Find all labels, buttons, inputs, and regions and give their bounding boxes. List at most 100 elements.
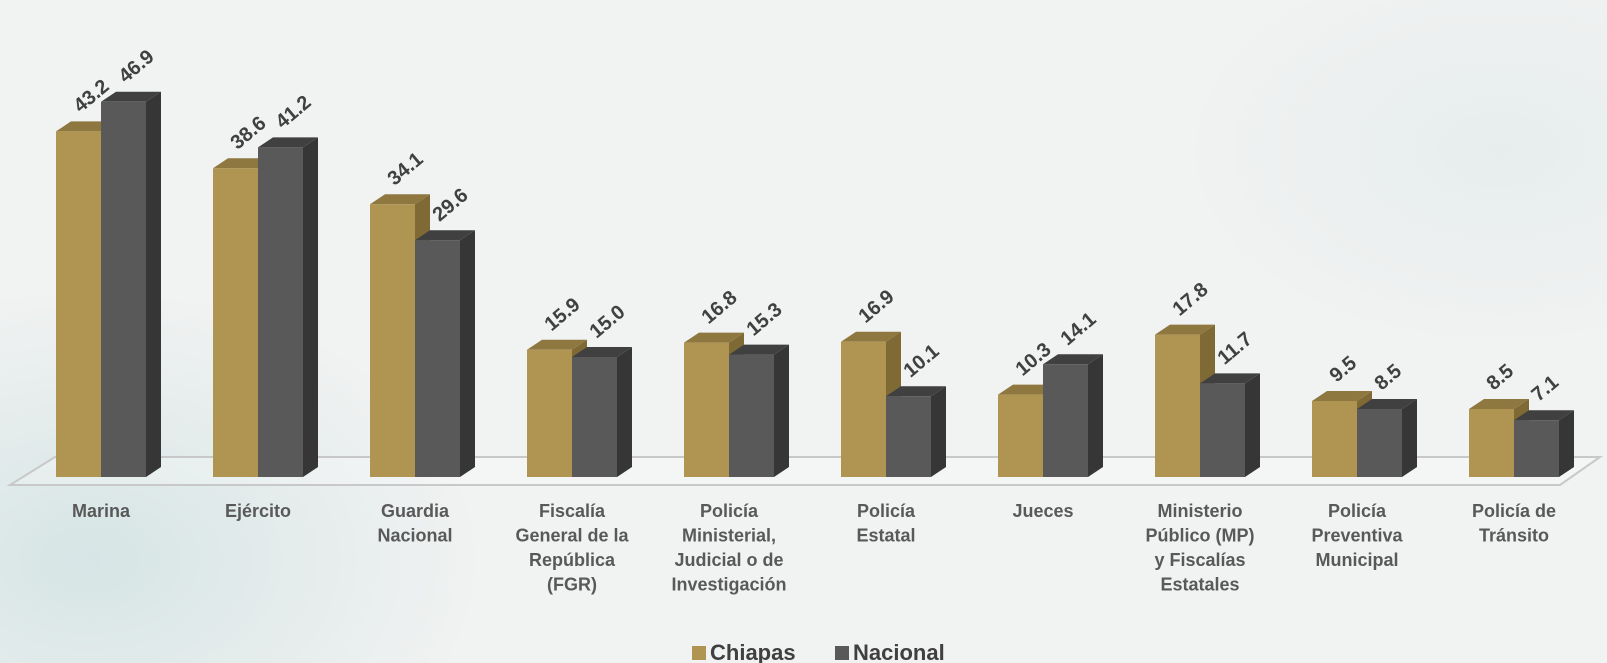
bars-group [56, 91, 1574, 478]
bar-front [258, 147, 303, 477]
data-label-chiapas-2: 34.1 [384, 148, 428, 190]
bar-front [527, 349, 572, 477]
legend-item-chiapas: Chiapas [692, 640, 796, 663]
data-label-nacional-8: 8.5 [1371, 360, 1406, 395]
category-label-line: Policía [857, 501, 916, 521]
data-label-chiapas-8: 9.5 [1326, 352, 1361, 387]
data-label-nacional-9: 7.1 [1528, 371, 1563, 406]
category-label-2: Guardia Nacional [377, 501, 452, 546]
bar-front [841, 341, 886, 477]
category-label-3: Fiscalía General de la República (FGR) [515, 501, 629, 595]
category-label-line: Policía [700, 501, 759, 521]
bar-side [1088, 354, 1103, 477]
category-label-line: Tránsito [1479, 526, 1549, 546]
bar-front [1312, 401, 1357, 477]
bar-chiapas-9 [1469, 399, 1529, 477]
data-label-chiapas-9: 8.5 [1483, 360, 1518, 395]
bar-side [774, 344, 789, 477]
bar-nacional-4 [729, 344, 789, 477]
category-label-line: (FGR) [547, 575, 597, 595]
bar-side [931, 386, 946, 477]
bar-front [213, 168, 258, 477]
data-label-chiapas-7: 17.8 [1169, 279, 1213, 321]
bar-nacional-9 [1514, 410, 1574, 477]
category-label-line: General de la [515, 526, 629, 546]
category-label-line: Guardia [381, 501, 450, 521]
data-label-chiapas-5: 16.9 [855, 286, 899, 328]
bar-side [1245, 373, 1260, 477]
data-label-nacional-0: 46.9 [115, 46, 159, 88]
category-label-line: Policía [1328, 501, 1387, 521]
category-label-4: Policía Ministerial, Judicial o de Investig… [671, 501, 786, 595]
bar-nacional-2 [415, 230, 475, 477]
bar-nacional-1 [258, 137, 318, 477]
bar-nacional-6 [1043, 354, 1103, 477]
category-labels-group: Marina Ejército Guardia Nacional Fiscalía Gen… [72, 501, 1556, 595]
category-label-7: Ministerio Público (MP) y Fiscalías Estatal… [1146, 501, 1255, 595]
bar-front [1200, 383, 1245, 477]
bar-front [1043, 364, 1088, 477]
data-label-nacional-6: 14.1 [1057, 308, 1101, 350]
data-label-nacional-1: 41.2 [272, 91, 316, 133]
bar-side [1402, 399, 1417, 477]
bar-front [998, 394, 1043, 477]
bar-front [1514, 420, 1559, 477]
legend: Chiapas Nacional [692, 640, 945, 663]
data-label-nacional-2: 29.6 [429, 184, 473, 226]
bar-side [303, 137, 318, 477]
category-label-line: Marina [72, 501, 131, 521]
category-label-8: Policía Preventiva Municipal [1311, 501, 1403, 570]
category-label-line: Ministerial, [682, 526, 776, 546]
bar-top [1514, 410, 1574, 421]
category-label-line: Jueces [1012, 501, 1073, 521]
bar-side [1559, 410, 1574, 477]
category-label-line: Estatales [1160, 575, 1239, 595]
bar-nacional-7 [1200, 373, 1260, 477]
category-label-line: Público (MP) [1146, 526, 1255, 546]
legend-label: Chiapas [710, 640, 796, 663]
bar-side [460, 230, 475, 477]
data-label-nacional-3: 15.0 [586, 301, 630, 343]
category-label-line: Preventiva [1311, 526, 1403, 546]
category-label-5: Policía Estatal [856, 501, 916, 546]
data-label-nacional-5: 10.1 [900, 340, 944, 382]
data-label-chiapas-3: 15.9 [541, 294, 585, 336]
category-label-line: Policía de [1472, 501, 1556, 521]
category-label-line: Ejército [225, 501, 291, 521]
legend-swatch [692, 646, 706, 660]
bar-top [1155, 324, 1215, 335]
bar-front [886, 396, 931, 477]
bar-top [101, 91, 161, 102]
category-label-line: Investigación [671, 575, 786, 595]
bar-front [684, 342, 729, 477]
bar-top [370, 194, 430, 205]
category-label-line: Fiscalía [539, 501, 606, 521]
category-label-line: Nacional [377, 526, 452, 546]
bar-top [1200, 373, 1260, 384]
bar-top [841, 331, 901, 342]
bar-top [527, 339, 587, 350]
category-label-1: Ejército [225, 501, 291, 521]
bar-front [1155, 334, 1200, 477]
bar-top [684, 332, 744, 343]
legend-swatch [835, 646, 849, 660]
bar-top [886, 386, 946, 397]
legend-label: Nacional [853, 640, 945, 663]
bar-front [370, 204, 415, 477]
category-label-9: Policía de Tránsito [1472, 501, 1556, 546]
bar-top [1312, 391, 1372, 401]
bar-top [1043, 354, 1103, 365]
category-label-line: Municipal [1315, 550, 1398, 570]
bar-front [101, 101, 146, 478]
category-label-line: y Fiscalías [1154, 550, 1245, 570]
category-label-line: Estatal [856, 526, 915, 546]
category-label-line: República [529, 550, 616, 570]
category-label-6: Jueces [1012, 501, 1073, 521]
bar-nacional-0 [101, 91, 161, 478]
bar-side [146, 91, 161, 478]
bar-top [572, 347, 632, 357]
bar-front [56, 131, 101, 477]
bar-nacional-3 [572, 347, 632, 477]
bar-front [572, 357, 617, 477]
